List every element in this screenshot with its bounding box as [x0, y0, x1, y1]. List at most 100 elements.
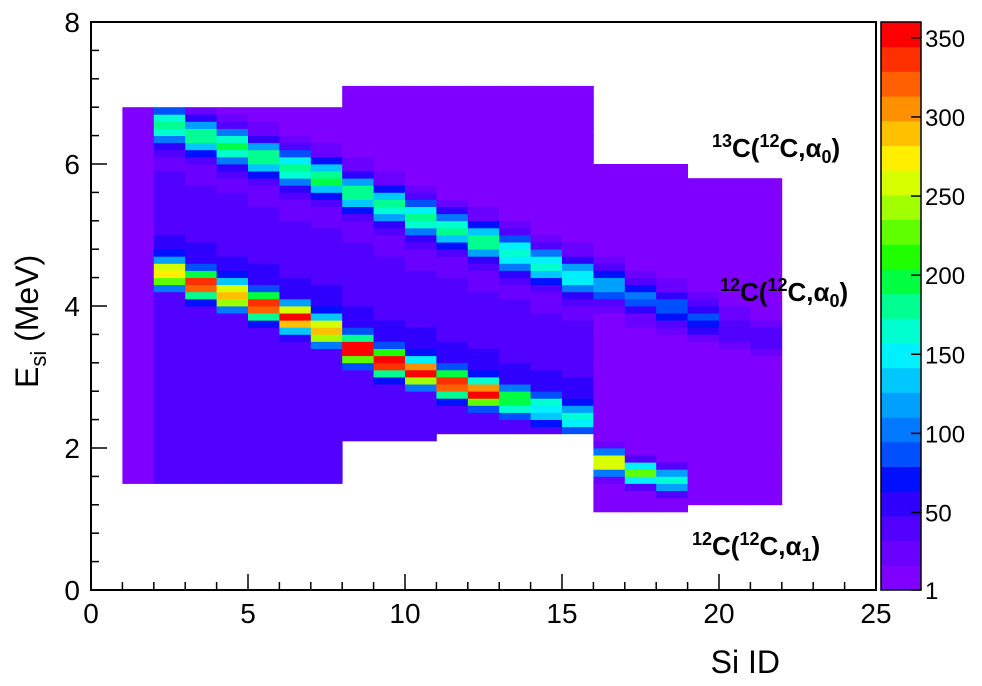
heatmap-cell: [248, 412, 280, 420]
heatmap-cell: [185, 291, 217, 300]
heatmap-cell: [279, 405, 312, 413]
heatmap-cell: [656, 377, 688, 385]
heatmap-cell: [153, 384, 186, 392]
heatmap-cell: [467, 164, 500, 172]
heatmap-cell: [750, 291, 783, 300]
heatmap-cell: [153, 405, 186, 413]
heatmap-cell: [153, 220, 186, 229]
heatmap-cell: [153, 128, 186, 136]
heatmap-cell: [310, 384, 343, 392]
heatmap-cell: [467, 327, 500, 335]
heatmap-cell: [624, 341, 657, 349]
heatmap-cell: [248, 433, 280, 442]
heatmap-cell: [750, 348, 783, 357]
heatmap-cell: [153, 462, 186, 470]
heatmap-cell: [185, 306, 217, 314]
heatmap-cell: [185, 405, 217, 413]
heatmap-cell: [719, 192, 751, 200]
heatmap-cell: [248, 306, 280, 314]
heatmap-cell: [593, 327, 626, 335]
heatmap-cell: [656, 171, 688, 179]
heatmap-cell: [719, 362, 751, 371]
heatmap-cell: [279, 107, 312, 115]
heatmap-cell: [467, 185, 500, 193]
heatmap-cell: [656, 433, 688, 442]
heatmap-cell: [562, 256, 594, 264]
heatmap-cell: [750, 398, 783, 406]
heatmap-cell: [310, 398, 343, 406]
heatmap-cell: [656, 504, 688, 513]
heatmap-cell: [436, 412, 469, 420]
heatmap-cell: [153, 256, 186, 264]
heatmap-cell: [624, 497, 657, 506]
heatmap-cell: [593, 242, 626, 250]
heatmap-cell: [656, 298, 688, 307]
heatmap-cell: [405, 313, 437, 321]
heatmap-cell: [373, 277, 406, 286]
heatmap-cell: [750, 405, 783, 413]
heatmap-cell: [436, 185, 469, 193]
heatmap-cell: [499, 100, 531, 108]
heatmap-cell: [185, 419, 217, 428]
heatmap-cell: [279, 114, 312, 122]
heatmap-cell: [562, 384, 594, 392]
heatmap-cell: [530, 398, 563, 406]
heatmap-cell: [562, 313, 594, 321]
heatmap-cell: [153, 291, 186, 300]
heatmap-cell: [248, 334, 280, 342]
heatmap-cell: [248, 220, 280, 229]
heatmap-cell: [562, 85, 594, 94]
heatmap-cell: [248, 206, 280, 215]
heatmap-cell: [436, 426, 469, 435]
heatmap-cell: [216, 306, 249, 314]
heatmap-cell: [216, 213, 249, 222]
heatmap-cell: [405, 135, 437, 144]
heatmap-cell: [122, 362, 155, 371]
heatmap-cell: [310, 156, 343, 165]
heatmap-cell: [499, 327, 531, 335]
heatmap-cell: [153, 284, 186, 293]
heatmap-cell: [719, 213, 751, 222]
heatmap-cell: [342, 391, 374, 399]
heatmap-cell: [687, 199, 720, 207]
heatmap-cell: [593, 355, 626, 364]
heatmap-cell: [719, 185, 751, 193]
heatmap-cell: [342, 348, 374, 357]
heatmap-cell: [593, 298, 626, 307]
heatmap-cell: [279, 263, 312, 271]
heatmap-cell: [656, 249, 688, 257]
heatmap-cell: [373, 291, 406, 300]
colorbar-segment: [881, 417, 921, 443]
heatmap-cell: [216, 192, 249, 200]
heatmap-cell: [310, 149, 343, 158]
heatmap-cell: [279, 440, 312, 449]
heatmap-cell: [562, 107, 594, 115]
heatmap-cell: [562, 277, 594, 286]
heatmap-cell: [405, 206, 437, 215]
heatmap-cell: [750, 320, 783, 328]
heatmap-cell: [593, 306, 626, 314]
heatmap-cell: [185, 455, 217, 463]
heatmap-cell: [122, 192, 155, 200]
heatmap-cell: [624, 306, 657, 314]
heatmap-cell: [562, 341, 594, 349]
heatmap-cell: [436, 128, 469, 136]
heatmap-cell: [719, 227, 751, 236]
colorbar: [880, 21, 922, 591]
heatmap-cell: [342, 270, 374, 278]
heatmap-cell: [562, 149, 594, 158]
heatmap-cell: [310, 419, 343, 428]
heatmap-cell: [342, 405, 374, 413]
heatmap-cell: [122, 313, 155, 321]
heatmap-cell: [373, 334, 406, 342]
colorbar-segment: [881, 565, 921, 591]
y-tick-label: 2: [64, 433, 80, 464]
heatmap-cell: [750, 235, 783, 243]
heatmap-cell: [279, 341, 312, 349]
heatmap-cell: [624, 199, 657, 207]
heatmap-cell: [624, 263, 657, 271]
heatmap-cell: [687, 327, 720, 335]
heatmap-cell: [656, 199, 688, 207]
heatmap-cell: [405, 220, 437, 229]
